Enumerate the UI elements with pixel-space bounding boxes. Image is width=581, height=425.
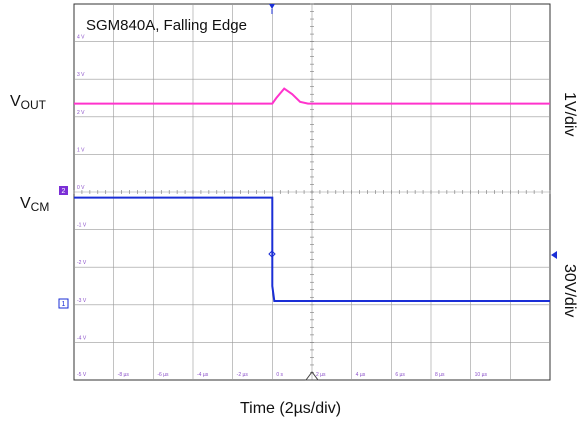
trigger-position-icon (269, 4, 275, 9)
trigger-level-icon (551, 251, 557, 259)
y-tick-label: 4 V (77, 35, 85, 41)
svg-text:1: 1 (62, 301, 66, 308)
y-tick-label: 0 V (77, 185, 85, 191)
x-tick-label: 10 µs (475, 372, 488, 378)
vout-scale-label: 1V/div (561, 92, 578, 137)
y-tick-label: 1 V (77, 147, 85, 153)
x-tick-label: -6 µs (157, 372, 169, 378)
markers: 2 1 (58, 4, 557, 381)
svg-text:2: 2 (62, 188, 66, 195)
vout-label: VOUT (10, 93, 47, 112)
y-tick-label: -4 V (77, 335, 87, 341)
traces (74, 87, 550, 302)
y-tick-label: 2 V (77, 110, 85, 116)
y-tick-label: -2 V (77, 260, 87, 266)
vout-trace (74, 87, 550, 105)
channel-1-marker (58, 298, 69, 309)
x-tick-label: 0 s (276, 372, 283, 378)
tick-labels: -8 µs -6 µs -4 µs -2 µs 0 s 2 µs 4 µs 6 µs 8 µs 1… (77, 35, 487, 378)
y-tick-label: -3 V (77, 298, 87, 304)
x-tick-label: -2 µs (237, 372, 249, 378)
x-axis-label: Time (2µs/div) (239, 400, 342, 417)
x-tick-label: -4 µs (197, 372, 209, 378)
vcm-label: VCM (20, 195, 50, 214)
x-tick-label: 8 µs (435, 372, 445, 378)
y-tick-label: -5 V (77, 372, 87, 378)
chart-title: SGM840A, Falling Edge (86, 17, 247, 34)
x-tick-label: 6 µs (395, 372, 405, 378)
cursor-diamond-icon (268, 250, 276, 258)
y-tick-label: -1 V (77, 223, 87, 229)
vcm-trace (74, 196, 550, 302)
grid (73, 3, 551, 381)
x-tick-label: 2 µs (316, 372, 326, 378)
ground-reference-icon (305, 371, 319, 381)
channel-2-marker (59, 186, 68, 195)
x-tick-label: 4 µs (356, 372, 366, 378)
vcm-scale-label: 30V/div (561, 264, 578, 318)
x-tick-label: -8 µs (118, 372, 130, 378)
y-tick-label: 3 V (77, 72, 85, 78)
